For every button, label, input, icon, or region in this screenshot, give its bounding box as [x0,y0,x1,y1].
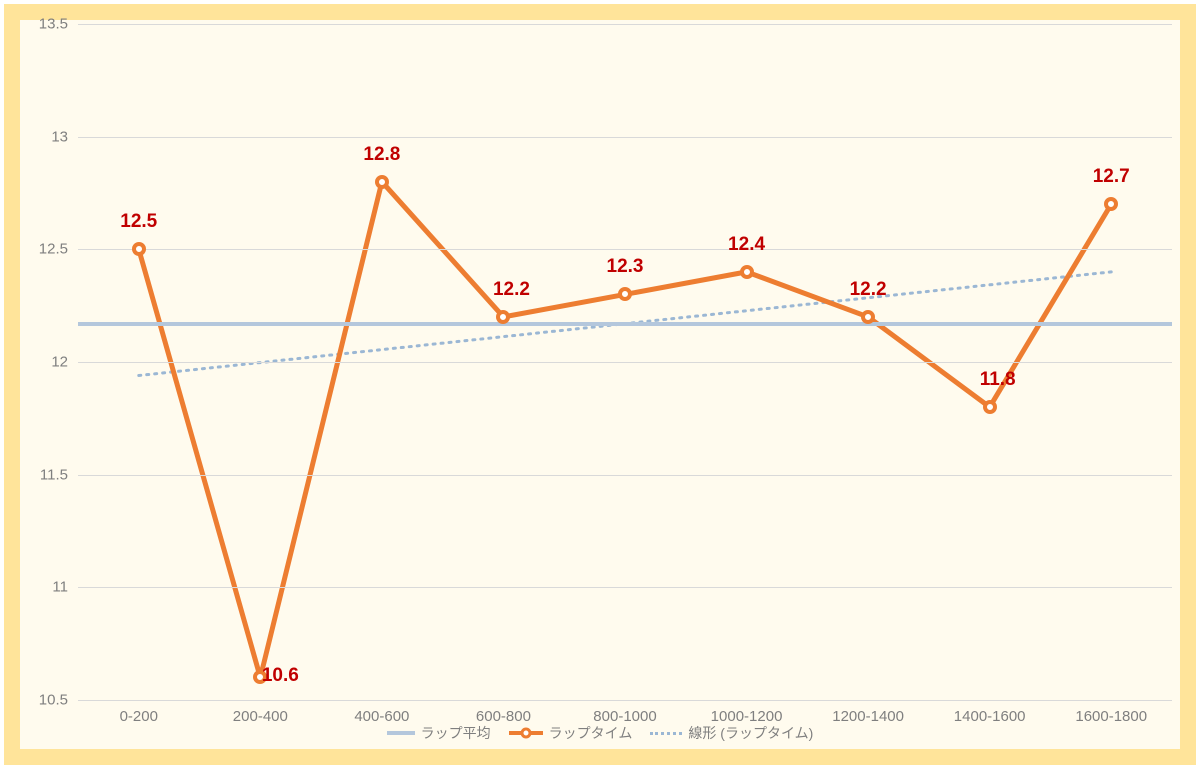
data-label: 12.3 [607,256,644,278]
gridline [78,587,1172,588]
legend: ラップ平均 ラップタイム 線形 (ラップタイム) [20,723,1180,743]
legend-swatch-trend [650,732,682,735]
data-label: 12.2 [493,279,530,301]
data-marker [983,400,997,414]
data-marker [1104,197,1118,211]
data-label: 12.2 [850,279,887,301]
y-tick-label: 11 [52,579,68,596]
legend-item-avg: ラップ平均 [387,723,491,743]
gridline [78,24,1172,25]
legend-label-lap: ラップタイム [549,723,633,743]
legend-item-lap: ラップタイム [509,723,633,743]
legend-swatch-avg [387,731,415,735]
legend-item-trend: 線形 (ラップタイム) [650,723,813,743]
gridline [78,700,1172,701]
gridline [78,249,1172,250]
data-marker [618,287,632,301]
data-marker [740,265,754,279]
y-tick-label: 12.5 [39,241,68,258]
legend-label-trend: 線形 (ラップタイム) [688,723,813,743]
y-tick-label: 13 [51,128,68,145]
data-label: 10.6 [262,665,299,687]
y-tick-label: 13.5 [39,16,68,33]
y-tick-label: 10.5 [39,692,68,709]
data-label: 12.4 [728,234,765,256]
plot-area: 10.51111.51212.51313.50-200200-400400-60… [78,24,1172,700]
data-label: 12.8 [363,144,400,166]
data-label: 11.8 [980,369,1016,391]
gridline [78,137,1172,138]
legend-label-avg: ラップ平均 [421,723,491,743]
legend-swatch-lap [509,726,543,740]
chart-container: 10.51111.51212.51313.50-200200-400400-60… [0,0,1200,769]
chart-frame: 10.51111.51212.51313.50-200200-400400-60… [4,4,1196,765]
average-line [78,322,1172,326]
y-tick-label: 11.5 [40,466,68,483]
gridline [78,362,1172,363]
data-label: 12.5 [120,211,157,233]
data-marker [132,242,146,256]
data-label: 12.7 [1093,166,1130,188]
gridline [78,475,1172,476]
data-marker [496,310,510,324]
y-tick-label: 12 [51,354,68,371]
data-marker [375,175,389,189]
data-marker [861,310,875,324]
